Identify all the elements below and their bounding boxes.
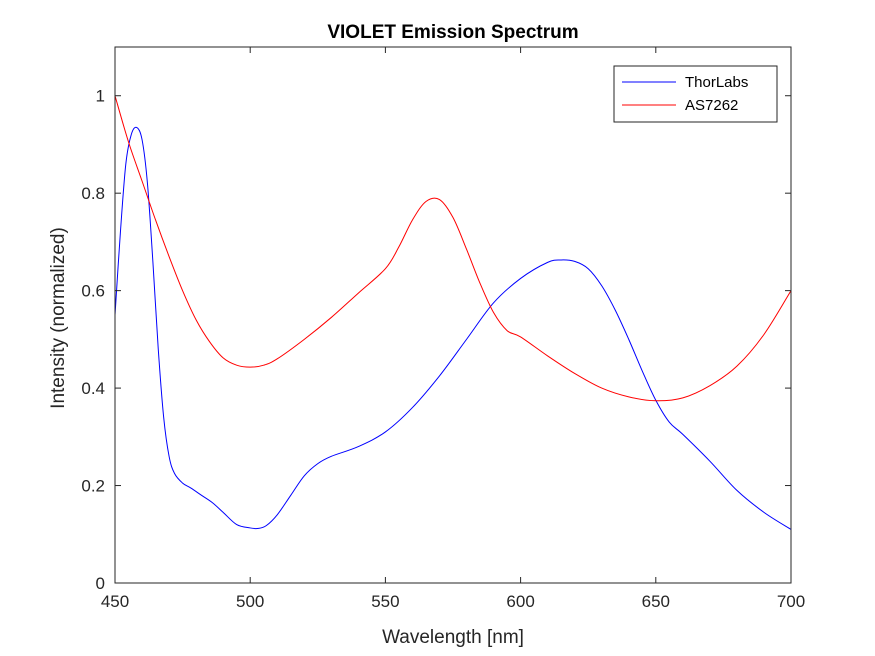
y-tick-label: 0.6 [81, 282, 105, 301]
ticks-layer: 450 500 550 600 650 700 0 0.2 0.4 0.6 0.8 1 [81, 47, 805, 611]
x-axis-label: Wavelength [nm] [382, 627, 524, 648]
y-axis-label: Intensity (normalized) [48, 227, 69, 409]
series-line-as7262 [115, 95, 791, 402]
series-layer [115, 95, 791, 530]
y-tick-label: 0.8 [81, 184, 105, 203]
legend-label-as7262: AS7262 [685, 97, 738, 114]
series-line-thorlabs [115, 126, 791, 530]
y-tick-label: 0.4 [81, 379, 105, 398]
plot-area [115, 47, 791, 583]
x-tick-label: 600 [506, 592, 534, 611]
y-tick-label: 0 [96, 574, 105, 593]
legend-box [613, 65, 778, 123]
chart-title: VIOLET Emission Spectrum [327, 22, 578, 43]
y-tick-label: 1 [96, 87, 105, 106]
x-tick-label: 650 [642, 592, 670, 611]
x-tick-label: 450 [101, 592, 129, 611]
legend: ThorLabs AS7262 [613, 65, 778, 123]
x-tick-label: 500 [236, 592, 264, 611]
series-group [115, 95, 791, 530]
axes-box [114, 46, 792, 584]
x-tick-label: 550 [371, 592, 399, 611]
legend-label-thorlabs: ThorLabs [685, 74, 748, 91]
x-tick-label: 700 [777, 592, 805, 611]
y-tick-label: 0.2 [81, 477, 105, 496]
